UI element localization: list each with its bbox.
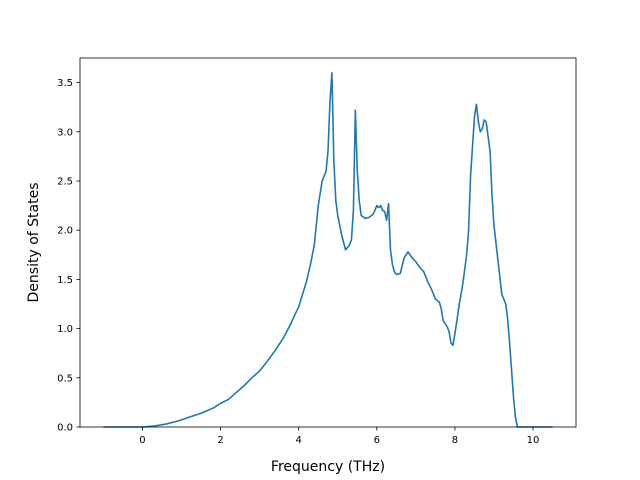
y-axis-ticks: 0.0 0.5 1.0 1.5 2.0 2.5 3.0 3.5 xyxy=(57,78,80,434)
axes-frame xyxy=(79,57,577,428)
y-tick-label: 0.0 xyxy=(57,423,73,434)
x-tick-label: 2 xyxy=(217,435,223,446)
y-tick-label: 0.5 xyxy=(57,373,73,384)
x-tick-label: 10 xyxy=(527,435,540,446)
x-axis-label: Frequency (THz) xyxy=(271,459,385,475)
x-tick-label: 6 xyxy=(374,435,380,446)
y-tick-label: 1.0 xyxy=(57,324,73,335)
plot-area xyxy=(103,71,553,428)
dos-series-line-0 xyxy=(103,71,553,428)
y-tick-label: 3.5 xyxy=(57,78,73,89)
y-axis-label: Density of States xyxy=(26,183,42,303)
y-tick-label: 2.5 xyxy=(57,177,73,188)
x-axis-ticks: 0 2 4 6 8 10 xyxy=(139,427,539,446)
y-tick-label: 2.0 xyxy=(57,226,73,237)
y-tick-label: 3.0 xyxy=(57,127,73,138)
x-tick-label: 4 xyxy=(296,435,302,446)
x-tick-label: 0 xyxy=(139,435,145,446)
y-tick-label: 1.5 xyxy=(57,275,73,286)
x-tick-label: 8 xyxy=(452,435,458,446)
